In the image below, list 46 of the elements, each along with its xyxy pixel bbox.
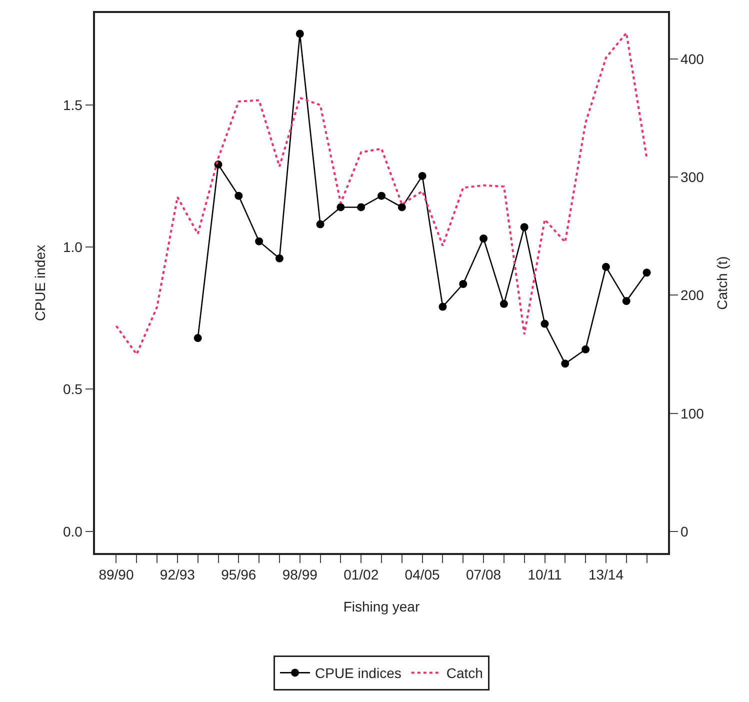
y-tick-label: 0.5 [62, 381, 83, 398]
legend-label: Catch [446, 665, 483, 682]
line-series [115, 32, 648, 356]
point [500, 300, 508, 308]
y2-tick-label: 200 [680, 287, 704, 304]
y2-tick-label: 0 [680, 523, 689, 540]
point [622, 297, 630, 306]
point [561, 360, 570, 368]
point [642, 268, 651, 277]
point [255, 237, 264, 246]
point [602, 262, 610, 271]
point [540, 320, 549, 328]
point [582, 345, 590, 354]
y2-axis-title: Catch (t) [714, 256, 730, 310]
point [438, 302, 447, 311]
x-tick-label: 89/90 [98, 566, 134, 583]
y2-tick-label: 400 [680, 50, 704, 67]
point [398, 203, 406, 212]
point [194, 334, 202, 342]
point [418, 172, 426, 180]
x-tick-label: 98/99 [282, 566, 318, 583]
x-tick-label: 13/14 [588, 566, 624, 583]
y-tick-label: 1.0 [62, 238, 83, 255]
y2-tick-label: 300 [680, 168, 704, 185]
point [275, 254, 284, 262]
point [357, 203, 366, 212]
y-axis-title: CPUE index [32, 244, 48, 322]
y-tick-label: 1.5 [62, 96, 83, 113]
point [459, 280, 468, 288]
x-tick-label: 10/11 [528, 566, 562, 583]
point [378, 192, 386, 200]
x-tick-label: 95/96 [221, 566, 256, 583]
x-tick-label: 04/05 [404, 566, 440, 583]
point [480, 234, 488, 242]
point [234, 192, 243, 200]
y-tick-label: 0.0 [62, 523, 83, 540]
point [316, 220, 324, 228]
x-tick-label: 07/08 [466, 566, 502, 583]
point [296, 30, 304, 38]
point [336, 203, 345, 212]
point [520, 223, 528, 232]
x-tick-label: 92/93 [160, 566, 196, 583]
x-axis-title: Fishing year [343, 598, 420, 614]
x-tick-label: 01/02 [344, 566, 379, 583]
y2-tick-label: 100 [680, 405, 704, 422]
legend-label: CPUE indices [315, 665, 402, 682]
